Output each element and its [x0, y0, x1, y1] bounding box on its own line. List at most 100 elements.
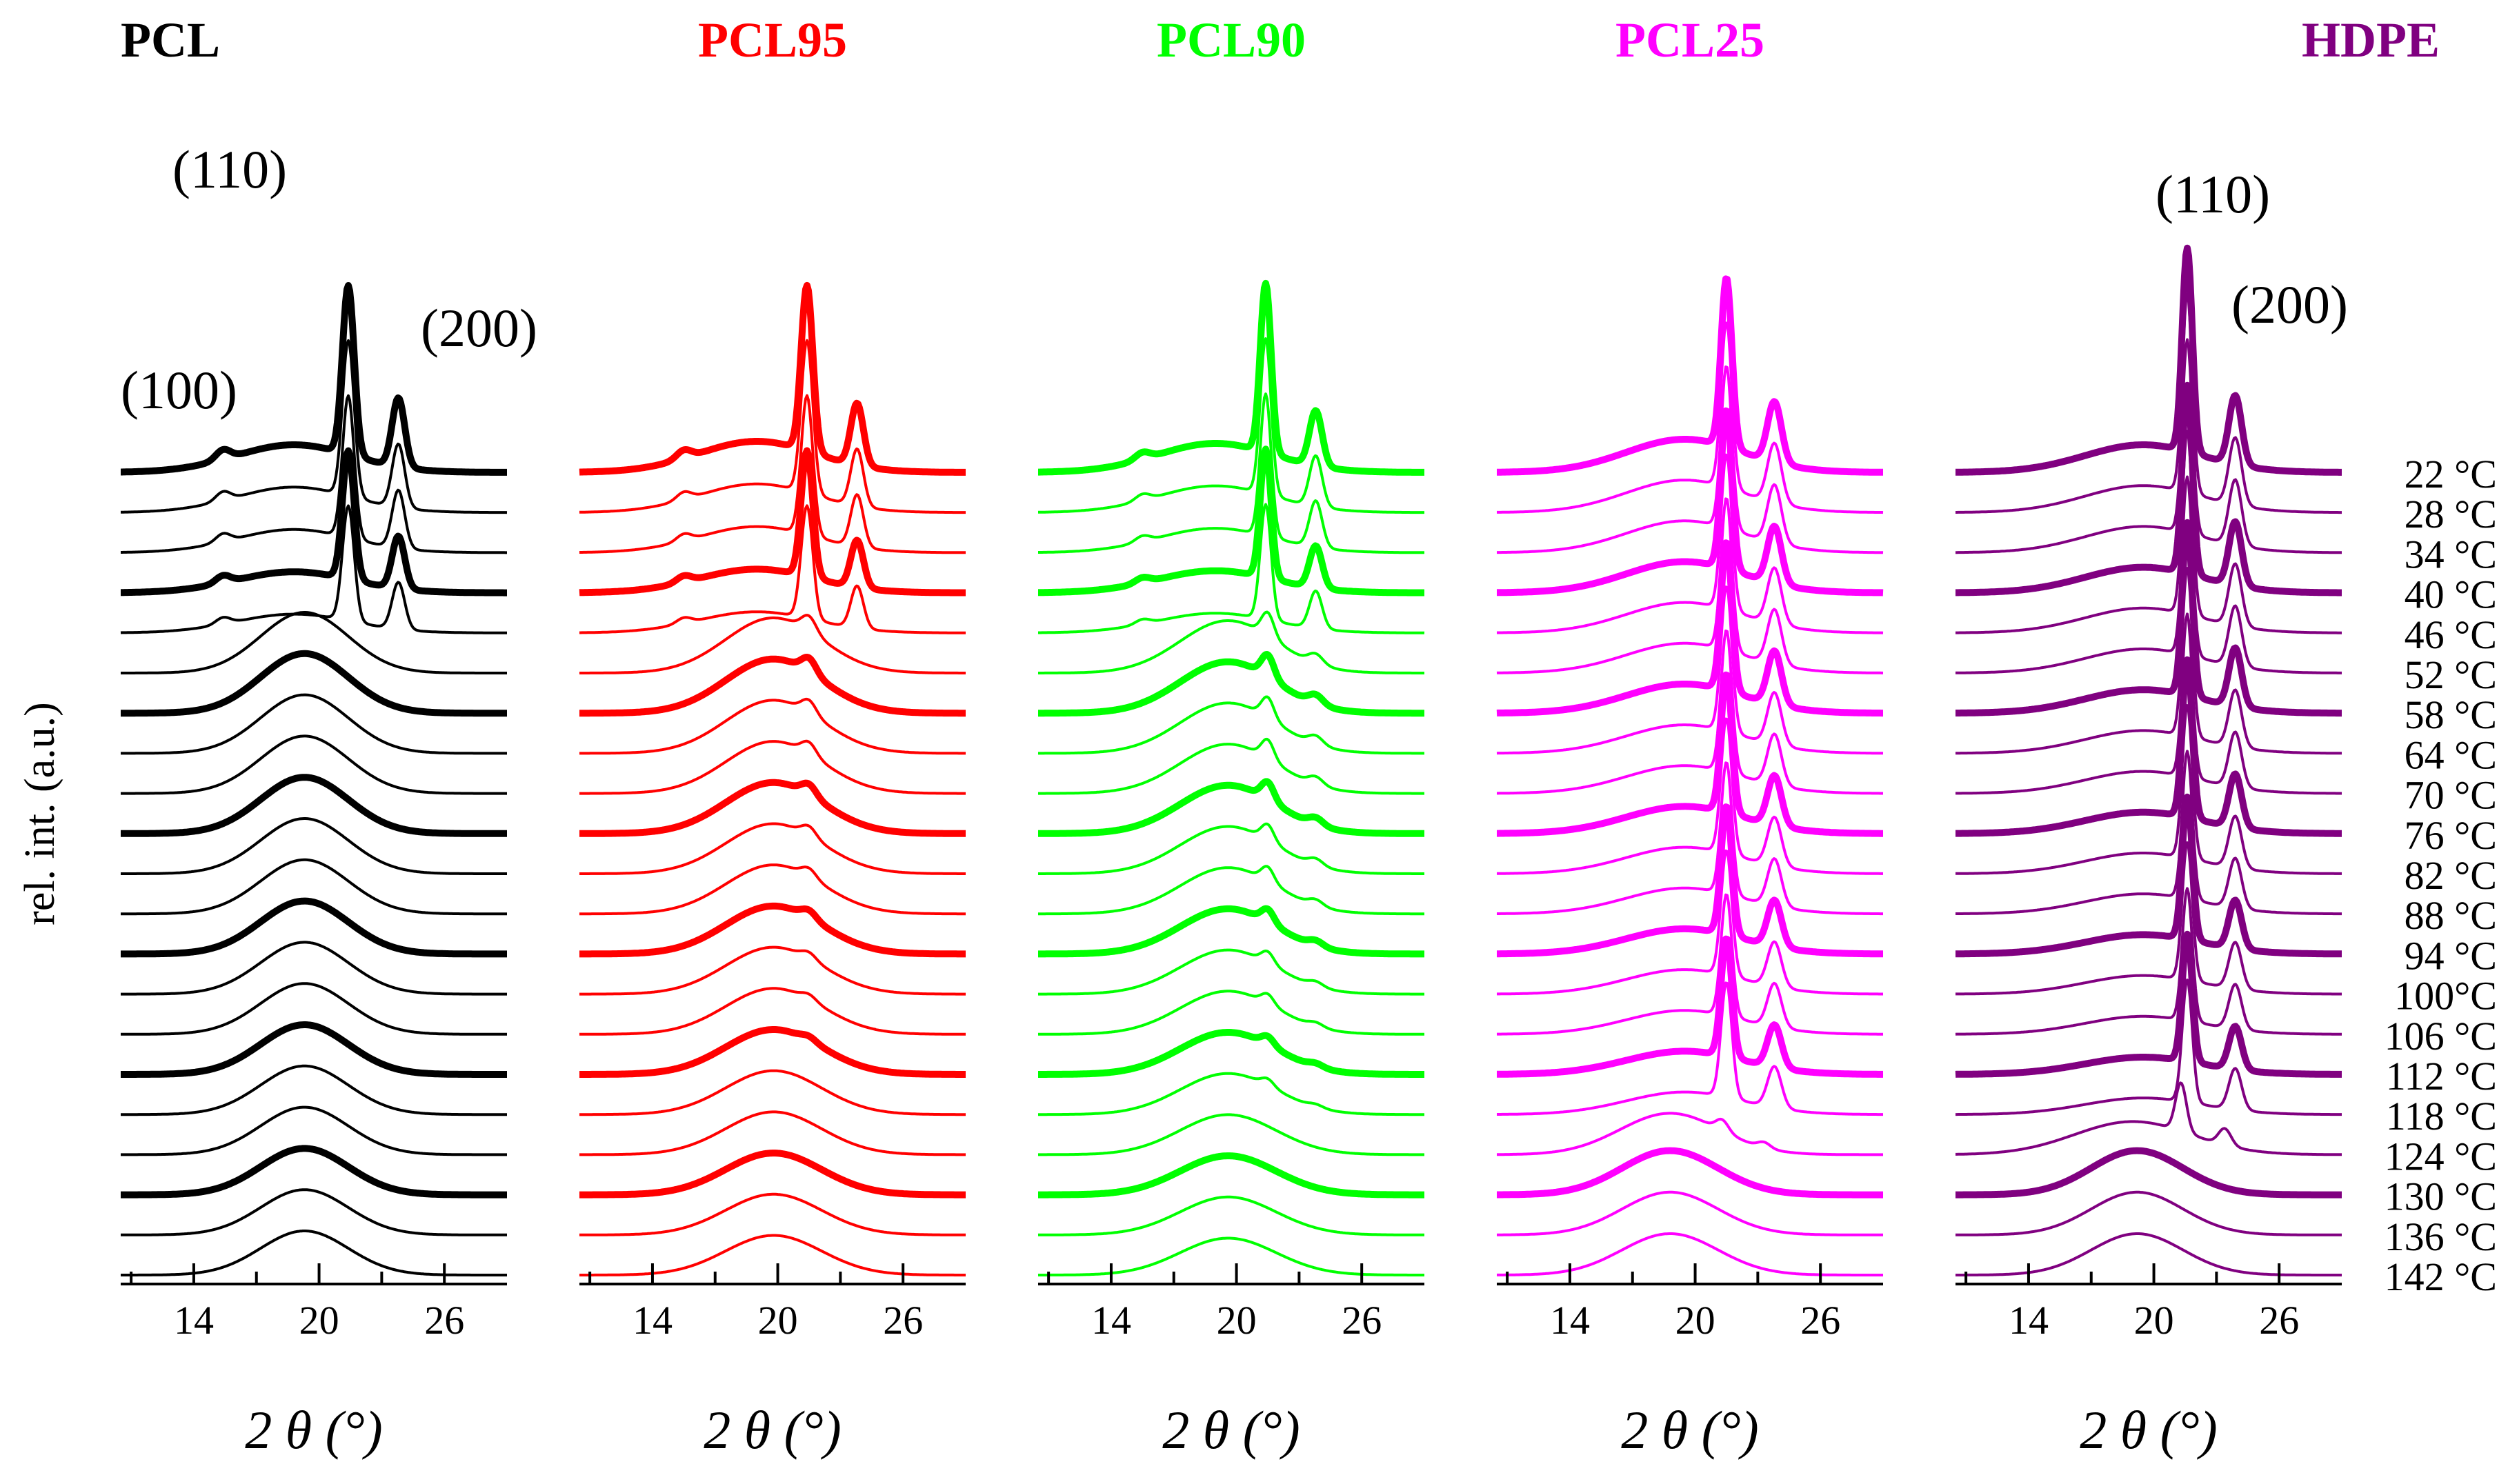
series-line	[121, 817, 507, 875]
peak-label: (110)	[2156, 164, 2270, 224]
series-line	[1038, 1113, 1424, 1156]
series-line	[121, 982, 507, 1036]
series-line	[1495, 671, 1885, 837]
series-line	[119, 1145, 509, 1199]
series-line	[1497, 1112, 1883, 1156]
series-line	[579, 614, 966, 674]
series-line	[121, 941, 507, 996]
series-line	[119, 447, 509, 596]
series-line	[1038, 1195, 1424, 1236]
series-line	[579, 945, 966, 996]
temperature-label: 94 °C	[2405, 933, 2497, 978]
series-line	[1497, 365, 1884, 554]
series-line	[1495, 803, 1885, 958]
series-line	[1038, 1236, 1424, 1276]
x-tick-label: 20	[299, 1298, 339, 1343]
series-line	[1955, 841, 2342, 996]
series-line	[579, 987, 966, 1036]
x-tick-label: 26	[2259, 1298, 2299, 1343]
peak-label: (200)	[421, 298, 537, 358]
series-line	[1497, 321, 1884, 514]
series-line	[1038, 503, 1425, 634]
peak-label: (110)	[172, 139, 287, 199]
series-line	[1953, 381, 2344, 596]
series-line	[1955, 1081, 2342, 1156]
series-line	[1497, 717, 1883, 875]
series-line	[577, 447, 968, 596]
series-line	[1955, 887, 2342, 1036]
temperature-label: 52 °C	[2405, 652, 2497, 697]
x-axis-label: 2 θ (°)	[1621, 1400, 1758, 1460]
series-line	[1038, 948, 1424, 996]
series-line	[1497, 1232, 1883, 1276]
series-line	[1955, 430, 2342, 634]
series-line	[1038, 337, 1424, 514]
series-line	[1038, 1072, 1424, 1116]
series-line	[121, 1105, 507, 1156]
temperature-label: 106 °C	[2385, 1014, 2497, 1059]
series-line	[121, 858, 507, 916]
chart-panels: PCL 14 20 26 2 θ (°) (100) (110) (200) PCL95 14 20…	[119, 12, 2440, 1460]
series-line	[1036, 1152, 1426, 1199]
series-line	[1038, 695, 1424, 755]
series-line	[1955, 704, 2342, 875]
peak-label: (200)	[2231, 274, 2348, 334]
temperature-label: 70 °C	[2405, 773, 2497, 818]
series-line	[1955, 475, 2342, 674]
temperature-label: 58 °C	[2405, 692, 2497, 737]
series-line	[577, 902, 968, 958]
series-line	[579, 1234, 966, 1276]
series-line	[120, 504, 507, 634]
series-line	[1036, 905, 1426, 958]
series-line	[119, 1021, 509, 1078]
temperature-label: 64 °C	[2405, 732, 2497, 777]
temperature-label: 34 °C	[2405, 532, 2497, 576]
series-line	[1953, 793, 2344, 958]
temperature-label: 40 °C	[2405, 572, 2497, 617]
temperature-label: 136 °C	[2385, 1214, 2497, 1259]
series-line	[579, 1192, 966, 1236]
panel-pcl90: PCL90 14 20 26 2 θ (°)	[1036, 12, 1426, 1460]
series-line	[1955, 567, 2342, 755]
panel-title: PCL	[121, 12, 220, 68]
series-line	[121, 1188, 507, 1236]
series-line	[579, 1069, 966, 1116]
series-line	[577, 779, 968, 837]
series-line	[579, 739, 966, 795]
x-tick-label: 26	[424, 1298, 464, 1343]
series-line	[119, 774, 509, 837]
panel-title: HDPE	[2302, 12, 2440, 68]
series-line	[579, 822, 966, 875]
series-line	[579, 504, 966, 634]
series-line	[1953, 519, 2344, 717]
series-line	[577, 1150, 968, 1199]
x-tick-label: 20	[2134, 1298, 2174, 1343]
x-tick-label: 20	[1675, 1298, 1715, 1343]
series-line	[119, 897, 509, 958]
series-line	[1955, 292, 2342, 514]
series-line	[121, 339, 508, 514]
series-line	[1036, 651, 1426, 717]
series-line	[579, 697, 966, 755]
series-line	[1038, 610, 1424, 674]
series-line	[121, 394, 507, 554]
series-line	[1953, 244, 2344, 476]
temperature-label: 130 °C	[2385, 1174, 2497, 1219]
series-line	[1955, 750, 2342, 916]
series-line	[1495, 407, 1885, 596]
series-line	[1036, 279, 1426, 476]
series-line	[577, 281, 968, 476]
series-line	[1495, 275, 1885, 476]
temperature-label: 22 °C	[2405, 452, 2497, 497]
series-line	[1955, 1190, 2342, 1236]
temperature-label: 88 °C	[2405, 893, 2497, 938]
x-axis-label: 2 θ (°)	[245, 1400, 382, 1460]
series-line	[1038, 737, 1424, 795]
panel-title: PCL25	[1615, 12, 1764, 68]
series-line	[121, 693, 507, 755]
series-line	[1495, 539, 1885, 717]
series-line	[577, 654, 968, 717]
series-line	[1497, 849, 1883, 996]
series-line	[1953, 1147, 2344, 1199]
x-axis-label: 2 θ (°)	[1162, 1400, 1300, 1460]
